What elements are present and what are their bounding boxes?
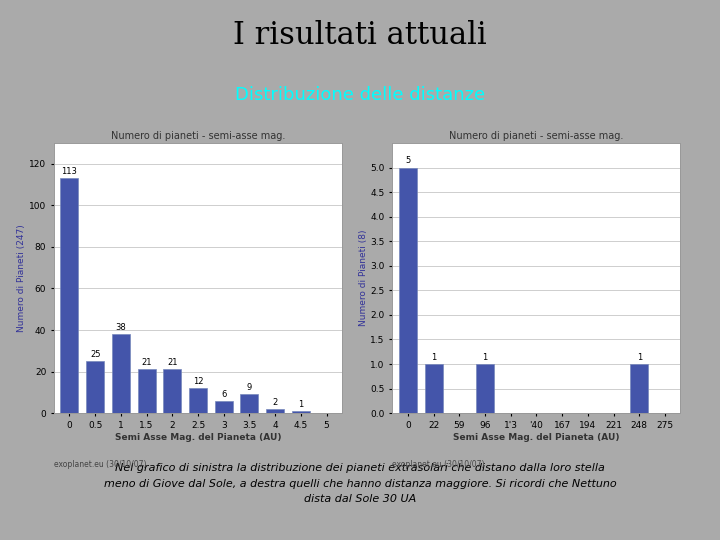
Bar [86, 361, 104, 413]
Text: 1: 1 [298, 400, 304, 409]
Text: 1: 1 [636, 353, 642, 362]
Bar [215, 401, 233, 413]
Title: Numero di pianeti - semi-asse mag.: Numero di pianeti - semi-asse mag. [111, 131, 285, 141]
X-axis label: Semi Asse Mag. del Pianeta (AU): Semi Asse Mag. del Pianeta (AU) [114, 433, 282, 442]
Bar [138, 369, 156, 413]
Text: 6: 6 [221, 389, 226, 399]
Bar [240, 394, 258, 413]
Text: 12: 12 [193, 377, 203, 386]
Text: exoplanet.eu (30/10/07): exoplanet.eu (30/10/07) [392, 460, 485, 469]
Bar [112, 334, 130, 413]
Text: Distribuzione delle distanze: Distribuzione delle distanze [235, 85, 485, 104]
Bar [292, 411, 310, 413]
Text: 9: 9 [247, 383, 252, 393]
Title: Numero di pianeti - semi-asse mag.: Numero di pianeti - semi-asse mag. [449, 131, 624, 141]
Text: 21: 21 [141, 359, 152, 367]
Bar [425, 364, 443, 413]
Text: 1: 1 [431, 353, 436, 362]
Text: 25: 25 [90, 350, 100, 359]
Y-axis label: Numero di Pianeti (247): Numero di Pianeti (247) [17, 224, 27, 332]
Text: Nel grafico di sinistra la distribuzione dei pianeti extrasolari che distano dal: Nel grafico di sinistra la distribuzione… [104, 463, 616, 504]
Text: 1: 1 [482, 353, 487, 362]
Text: 38: 38 [115, 323, 126, 332]
Text: 5: 5 [405, 156, 410, 165]
Bar [266, 409, 284, 413]
Text: 113: 113 [61, 167, 77, 177]
Text: 2: 2 [272, 398, 278, 407]
Text: I risultati attuali: I risultati attuali [233, 19, 487, 51]
X-axis label: Semi Asse Mag. del Pianeta (AU): Semi Asse Mag. del Pianeta (AU) [453, 433, 620, 442]
Bar [60, 178, 78, 413]
Bar [189, 388, 207, 413]
Text: 21: 21 [167, 359, 178, 367]
Bar [163, 369, 181, 413]
Text: exoplanet.eu (30/10/07): exoplanet.eu (30/10/07) [54, 460, 146, 469]
Y-axis label: Numero di Pianeti (8): Numero di Pianeti (8) [359, 230, 368, 326]
Bar [630, 364, 648, 413]
Bar [476, 364, 494, 413]
Bar [399, 167, 417, 413]
